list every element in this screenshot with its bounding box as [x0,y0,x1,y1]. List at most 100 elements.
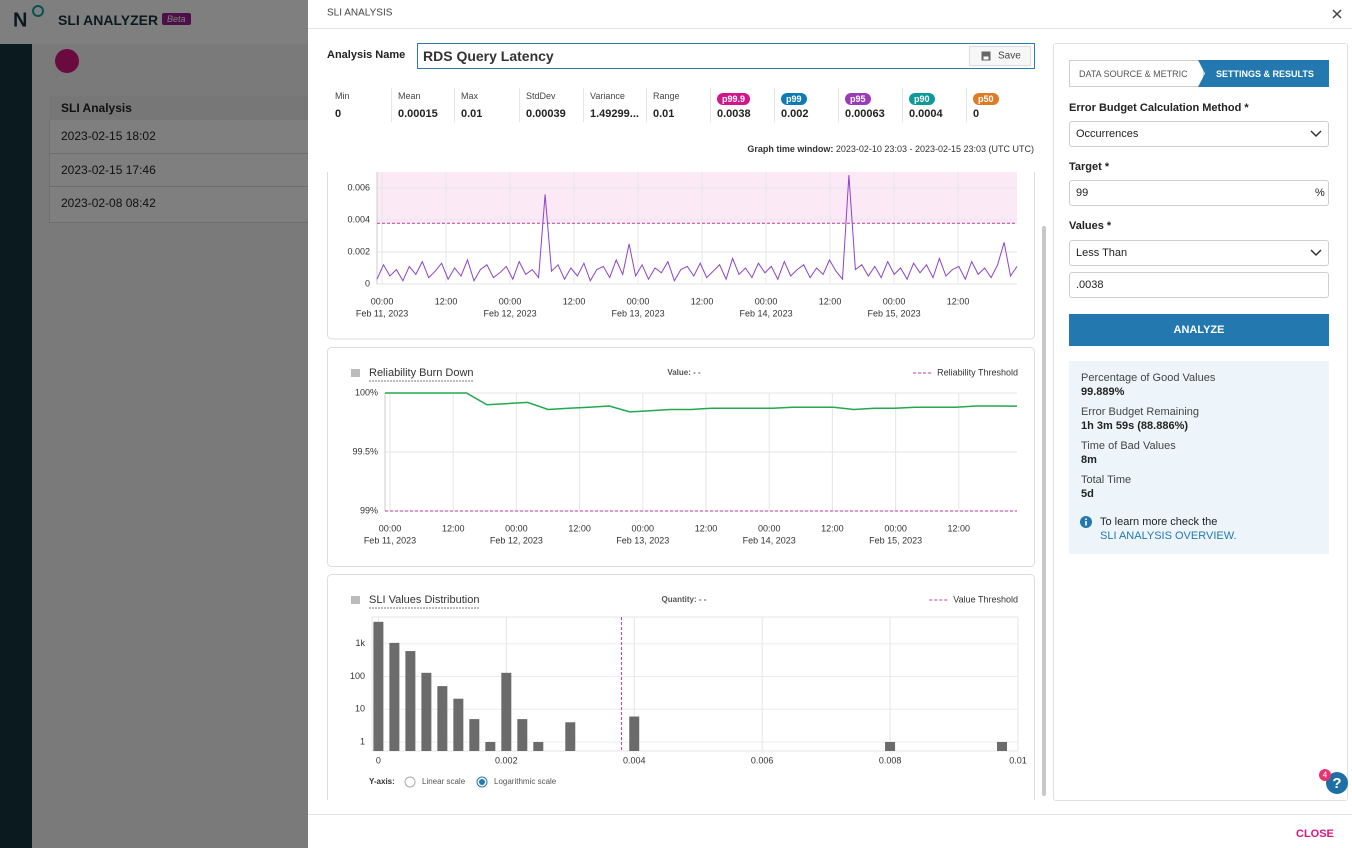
x-tick-label: 00:00 [884,523,907,533]
x-tick-label: 12:00 [442,523,465,533]
divider [308,814,1352,815]
results-box [1069,361,1329,554]
tab-active[interactable] [1198,60,1329,87]
help[interactable]: ?4 [1316,768,1350,798]
x-tick-date: Feb 14, 2023 [743,535,796,545]
info-icon [1080,516,1092,528]
x-tick-date: Feb 12, 2023 [490,535,543,545]
legend-label: Reliability Threshold [937,367,1018,377]
target-value: 99 [1076,187,1089,199]
y-tick-label: 10 [355,704,365,714]
x-tick-label: 00:00 [627,296,650,306]
x-tick-label: 00:00 [883,296,906,306]
save-button[interactable] [969,46,1031,66]
stat-value: 0.002 [781,108,809,120]
stat-divider [519,88,520,122]
panel [327,347,1035,567]
result-value: 8m [1081,454,1097,466]
chart-annotation: Value: - - [667,368,701,377]
tab[interactable] [1069,60,1204,87]
stat-divider [646,88,647,122]
x-tick-label: 0.01 [1009,755,1027,765]
x-tick-date: Feb 14, 2023 [740,308,793,318]
radio[interactable] [404,776,416,788]
histogram-bar [389,642,400,751]
divider [308,28,1352,29]
stat-label: Variance [590,91,625,101]
operator-value: Less Than [1076,247,1128,259]
x-tick-label: 00:00 [758,523,781,533]
method-select[interactable] [1069,121,1329,147]
result-label: Percentage of Good Values [1081,372,1216,384]
x-tick-date: Feb 11, 2023 [356,308,408,318]
chart-annotation: Quantity: - - [662,595,707,604]
name-input[interactable] [417,43,1035,69]
histogram-bar [997,741,1008,751]
modal-title: SLI ANALYSIS [327,7,393,19]
y-tick-label: 0.006 [347,182,370,192]
histogram-bar [405,651,416,751]
overlay [0,0,308,848]
operator-select[interactable] [1069,240,1329,266]
help-icon: ? [1332,775,1341,792]
stat-value: 1.49299... [590,108,639,120]
result-value: 5d [1081,488,1094,500]
x-tick-date: Feb 12, 2023 [484,308,537,318]
x-tick-label: 12:00 [948,523,971,533]
stat-value: 0.01 [461,108,483,120]
target-input[interactable] [1069,180,1329,206]
stat-label: Max [461,91,479,101]
percentile-badge: p50 [973,93,999,105]
stat-divider [774,88,775,122]
y-tick-label: 100 [350,671,365,681]
analyze-button[interactable]: ANALYZE [1069,314,1329,346]
time-window-value: 2023-02-10 23:03 - 2023-02-15 23:03 (UTC… [835,144,1034,154]
x-tick-label: 00:00 [499,296,522,306]
save-label: Save [998,50,1021,62]
x-tick-label: 0.006 [751,755,774,765]
histogram-bar [437,686,448,751]
x-tick-date: Feb 13, 2023 [616,535,669,545]
tab-label[interactable]: SETTINGS & RESULTS [1216,69,1314,79]
radio-dot [479,779,485,785]
x-tick-label: 12:00 [691,296,714,306]
y-tick-label: 99.5% [352,446,378,456]
x-tick-label: 00:00 [755,296,778,306]
stat-divider [391,88,392,122]
y-tick-label: 0 [365,278,370,288]
legend-label: Value Threshold [953,594,1018,604]
x-tick-label: 12:00 [435,296,458,306]
x-tick-label: 12:00 [821,523,844,533]
scrollbar[interactable] [1042,226,1046,796]
stat-value: 0.00039 [526,108,566,120]
y-tick-label: 1 [360,736,365,746]
x-tick-date: Feb 11, 2023 [364,535,416,545]
threshold-input[interactable] [1069,272,1329,298]
name-value: RDS Query Latency [423,48,554,64]
result-value: 1h 3m 59s (88.886%) [1081,420,1189,432]
histogram-bar [469,719,480,751]
tab-label[interactable]: DATA SOURCE & METRIC [1079,69,1188,79]
x-tick-date: Feb 13, 2023 [612,308,665,318]
x-tick-label: 0.004 [623,755,646,765]
chart-icon [351,596,360,604]
stat-divider [966,88,967,122]
y-tick-label: 100% [355,387,378,397]
result-label: Error Budget Remaining [1081,406,1200,418]
stat-label: Min [335,91,350,101]
close-icon[interactable] [1331,8,1343,20]
percentile-badge: p99.9 [717,93,751,105]
stat-divider [583,88,584,122]
stat-value: 0 [973,108,980,120]
x-tick-label: 00:00 [505,523,528,533]
stat-divider [710,88,711,122]
info-link[interactable]: SLI ANALYSIS OVERVIEW. [1100,530,1237,542]
stat-value: 0 [335,108,342,120]
percentile-badge: p90 [909,93,935,105]
stat-value: 0.0004 [909,108,943,120]
threshold-value: .0038 [1076,279,1104,291]
close-button[interactable]: CLOSE [1296,828,1334,840]
help-badge: 4 [1323,771,1328,780]
